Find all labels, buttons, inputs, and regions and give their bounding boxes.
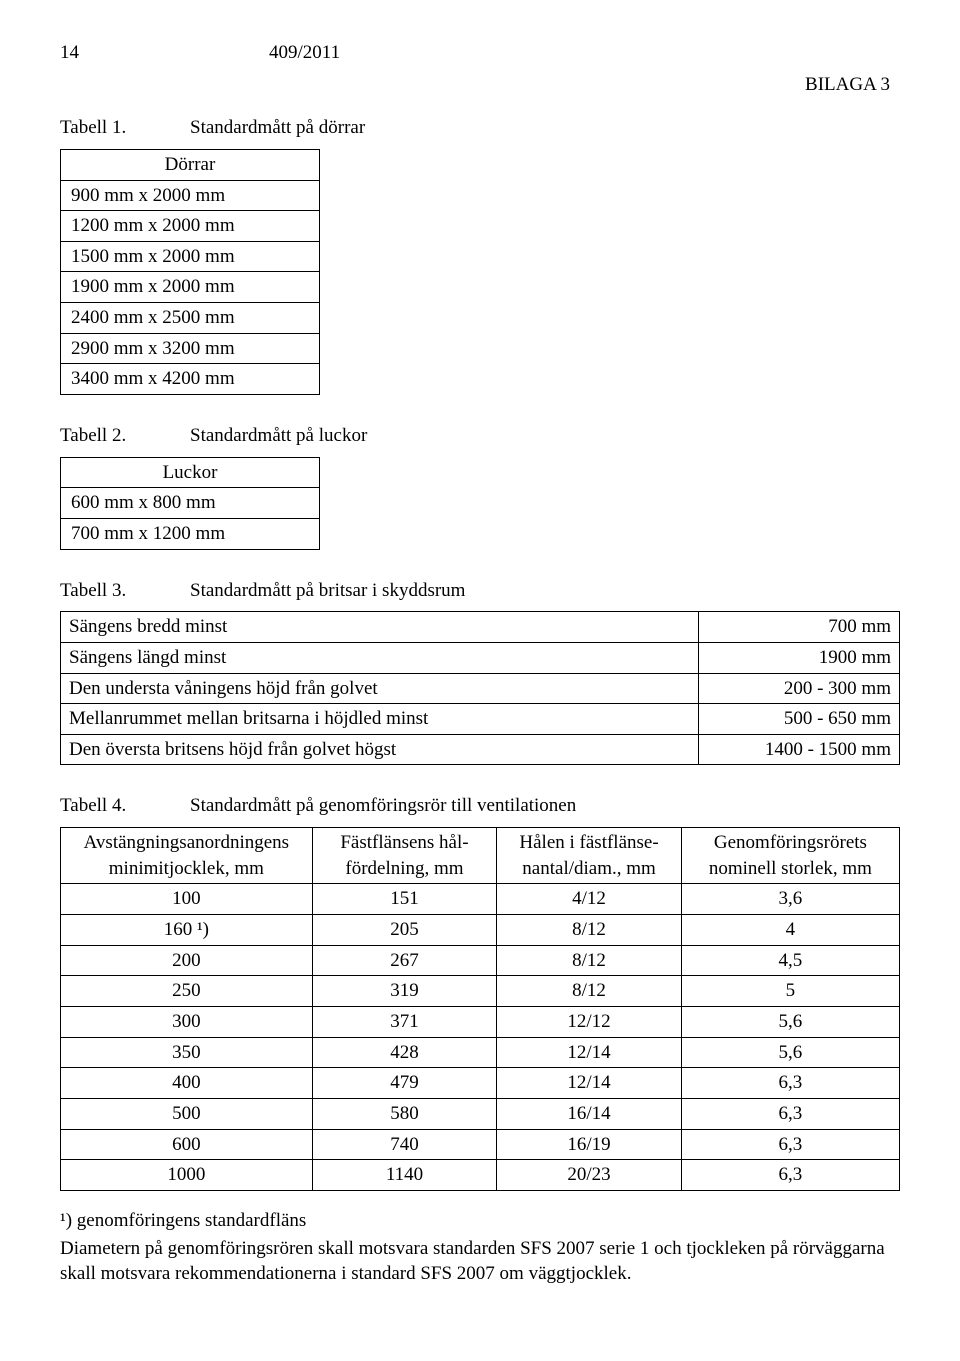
- table4-label: Tabell 4.: [60, 793, 150, 819]
- cell: 428: [312, 1037, 497, 1068]
- cell: 6,3: [681, 1068, 899, 1099]
- table-row: Sängens bredd minst: [61, 612, 699, 643]
- table3-label: Tabell 3.: [60, 578, 150, 604]
- table3-caption: Tabell 3. Standardmått på britsar i skyd…: [60, 578, 900, 604]
- cell: 5,6: [681, 1037, 899, 1068]
- col-header: Avstängningsanordningens minimitjocklek,…: [61, 828, 313, 884]
- cell: 580: [312, 1098, 497, 1129]
- col-header: Fästflänsens hål-fördelning, mm: [312, 828, 497, 884]
- cell: 350: [61, 1037, 313, 1068]
- cell: 250: [61, 976, 313, 1007]
- cell: 1000: [61, 1160, 313, 1191]
- cell: 8/12: [497, 976, 682, 1007]
- table1-head: Dörrar: [61, 149, 320, 180]
- table2-caption: Tabell 2. Standardmått på luckor: [60, 423, 900, 449]
- cell: 6,3: [681, 1160, 899, 1191]
- footnote-2: Diametern på genomföringsrören skall mot…: [60, 1237, 900, 1286]
- page-number: 14: [60, 40, 79, 66]
- table2-title: Standardmått på luckor: [190, 423, 367, 449]
- table4-caption: Tabell 4. Standardmått på genomföringsrö…: [60, 793, 900, 819]
- cell: 5: [681, 976, 899, 1007]
- table4: Avstängningsanordningens minimitjocklek,…: [60, 827, 900, 1191]
- cell: 4,5: [681, 945, 899, 976]
- table3: Sängens bredd minst700 mm Sängens längd …: [60, 611, 900, 765]
- table-row-value: 700 mm: [698, 612, 899, 643]
- appendix-label: BILAGA 3: [60, 72, 900, 98]
- table1-caption: Tabell 1. Standardmått på dörrar: [60, 115, 900, 141]
- table-row: Den understa våningens höjd från golvet: [61, 673, 699, 704]
- cell: 100: [61, 884, 313, 915]
- table1-title: Standardmått på dörrar: [190, 115, 365, 141]
- cell: 200: [61, 945, 313, 976]
- table2-label: Tabell 2.: [60, 423, 150, 449]
- table-row: Den översta britsens höjd från golvet hö…: [61, 734, 699, 765]
- cell: 600: [61, 1129, 313, 1160]
- table-row: 600 mm x 800 mm: [61, 488, 320, 519]
- cell: 6,3: [681, 1129, 899, 1160]
- cell: 16/14: [497, 1098, 682, 1129]
- cell: 8/12: [497, 915, 682, 946]
- table4-title: Standardmått på genomföringsrör till ven…: [190, 793, 576, 819]
- cell: 20/23: [497, 1160, 682, 1191]
- table-row-value: 200 - 300 mm: [698, 673, 899, 704]
- cell: 400: [61, 1068, 313, 1099]
- table-row-value: 1400 - 1500 mm: [698, 734, 899, 765]
- footnote-1: ¹) genomföringens standardfläns: [60, 1209, 900, 1234]
- col-header: Hålen i fästflänse-nantal/diam., mm: [497, 828, 682, 884]
- cell: 319: [312, 976, 497, 1007]
- table2: Luckor 600 mm x 800 mm 700 mm x 1200 mm: [60, 457, 320, 550]
- cell: 300: [61, 1006, 313, 1037]
- table2-head: Luckor: [61, 457, 320, 488]
- table-row: Sängens längd minst: [61, 642, 699, 673]
- cell: 740: [312, 1129, 497, 1160]
- doc-id: 409/2011: [269, 40, 340, 66]
- cell: 1140: [312, 1160, 497, 1191]
- table-row: 1500 mm x 2000 mm: [61, 241, 320, 272]
- cell: 205: [312, 915, 497, 946]
- table3-title: Standardmått på britsar i skyddsrum: [190, 578, 465, 604]
- table-row-value: 500 - 650 mm: [698, 704, 899, 735]
- col-header: Genomföringsrörets nominell storlek, mm: [681, 828, 899, 884]
- cell: 5,6: [681, 1006, 899, 1037]
- table1: Dörrar 900 mm x 2000 mm 1200 mm x 2000 m…: [60, 149, 320, 395]
- cell: 479: [312, 1068, 497, 1099]
- cell: 3,6: [681, 884, 899, 915]
- cell: 8/12: [497, 945, 682, 976]
- table-row: 1200 mm x 2000 mm: [61, 211, 320, 242]
- table-row: 3400 mm x 4200 mm: [61, 364, 320, 395]
- table-row: 900 mm x 2000 mm: [61, 180, 320, 211]
- table-row: 700 mm x 1200 mm: [61, 518, 320, 549]
- cell: 6,3: [681, 1098, 899, 1129]
- table-row: Mellanrummet mellan britsarna i höjdled …: [61, 704, 699, 735]
- cell: 4: [681, 915, 899, 946]
- cell: 160 ¹): [61, 915, 313, 946]
- table-row-value: 1900 mm: [698, 642, 899, 673]
- table1-label: Tabell 1.: [60, 115, 150, 141]
- table-row: 2400 mm x 2500 mm: [61, 303, 320, 334]
- cell: 16/19: [497, 1129, 682, 1160]
- table-row: 2900 mm x 3200 mm: [61, 333, 320, 364]
- cell: 267: [312, 945, 497, 976]
- cell: 4/12: [497, 884, 682, 915]
- cell: 151: [312, 884, 497, 915]
- page-header: 14 409/2011: [60, 40, 900, 66]
- cell: 12/12: [497, 1006, 682, 1037]
- table-row: 1900 mm x 2000 mm: [61, 272, 320, 303]
- cell: 500: [61, 1098, 313, 1129]
- cell: 12/14: [497, 1068, 682, 1099]
- cell: 371: [312, 1006, 497, 1037]
- cell: 12/14: [497, 1037, 682, 1068]
